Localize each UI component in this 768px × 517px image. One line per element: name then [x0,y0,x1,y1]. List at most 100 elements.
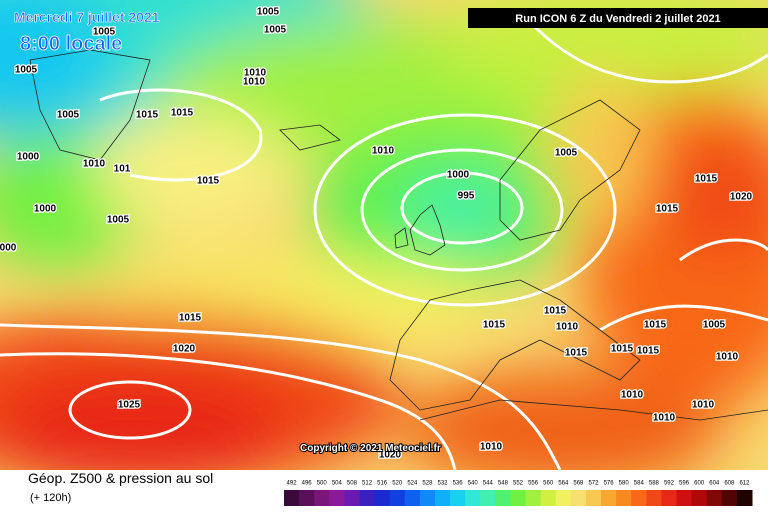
colorbar-label: 612 [739,481,750,487]
colorbar-swatch [525,490,542,506]
isobar-label: 1005 [257,7,280,18]
colorbar-label: 528 [422,481,433,487]
isobar-label: 1020 [730,192,753,203]
colorbar-swatch [706,490,723,506]
run-info: Run ICON 6 Z du Vendredi 2 juillet 2021 [515,13,720,25]
isobar-label: 1010 [692,400,715,411]
isobar-label: 1000 [447,170,470,181]
colorbar-swatch [465,490,481,506]
isobar-label: 1010 [372,146,395,157]
colorbar-swatch [631,490,647,506]
colorbar-swatch [419,490,436,506]
colorbar-label: 576 [604,481,615,487]
isobar-label: 1015 [179,313,202,324]
colorbar-label: 592 [664,481,675,487]
colorbar-label: 552 [513,481,524,487]
isobar-label: 1015 [611,344,634,355]
colorbar-swatch [434,490,451,506]
isobar-label: 1015 [695,174,718,185]
colorbar-swatch [359,490,376,506]
isobar-label: 1015 [171,108,194,119]
colorbar-swatch [299,490,315,506]
isobar-label: 1000 [34,204,57,215]
isobar-label: 1020 [173,344,196,355]
isobar-label: 1025 [118,400,141,411]
coastlines [29,49,768,421]
colorbar-swatch [676,490,693,506]
colorbar-swatch [450,490,466,506]
isobar-label: 1015 [136,110,159,121]
colorbar-label: 568 [573,481,584,487]
valid-date: Mercredi 7 juillet 2021 [14,9,160,25]
colorbar-label: 572 [588,481,599,487]
colorbar-swatch [736,490,753,506]
colorbar-label: 540 [468,481,479,487]
isobar-label: 995 [458,191,475,202]
colorbar-label: 512 [362,481,373,487]
isobar-label: 1015 [637,346,660,357]
isobar-label: 101 [114,164,131,175]
colorbar-swatch [721,490,738,506]
colorbar-label: 604 [709,481,720,487]
colorbar-swatch [601,490,617,506]
isobar-label: 1015 [197,176,220,187]
colorbar-label: 600 [694,481,705,487]
isobar-label: 1010 [83,159,106,170]
colorbar-label: 556 [528,481,539,487]
isobar-label: 1010 [244,68,267,79]
isobar-label: 1010 [243,77,266,88]
colorbar-label: 580 [619,481,630,487]
colorbar-label: 536 [453,481,464,487]
colorbar-label: 588 [649,481,660,487]
isobar-label: 1005 [264,25,287,36]
colorbar-label: 500 [317,481,328,487]
colorbar-label: 504 [332,481,343,487]
colorbar-label: 544 [483,481,494,487]
legend-title: Géop. Z500 & pression au sol [28,470,213,486]
colorbar-label: 524 [407,481,418,487]
isobar-label: 1010 [716,352,739,363]
colorbar-swatch [616,490,632,506]
isobar-label: 1005 [555,148,578,159]
isobar-label: 1015 [644,320,667,331]
colorbar-label: 496 [302,481,313,487]
colorbar-swatch [570,490,587,506]
colorbar-swatch [661,490,678,506]
valid-time: 8:00 locale [20,33,122,55]
colorbar-label: 548 [498,481,509,487]
colorbar-swatch [344,490,360,506]
isobar-label: 1015 [565,348,588,359]
colorbar-swatch [646,490,662,506]
isobar-lines [0,9,768,470]
colorbar-swatch [495,490,511,506]
isobar-label: 1015 [656,204,679,215]
colorbar-swatch [404,490,421,506]
colorbar-swatch [585,490,602,506]
isobar-label: 1020 [379,450,402,461]
isobar-label: 1010 [556,322,579,333]
isobar-label: 1005 [107,215,130,226]
colorbar-label: 596 [679,481,690,487]
colorbar-swatch [691,490,708,506]
colorbar-label: 584 [634,481,645,487]
isobar-label: 1015 [483,320,506,331]
isobar-label: 1005 [57,110,80,121]
colorbar-swatch [480,490,496,506]
isobar-label: 1010 [653,413,676,424]
colorbar-label: 532 [438,481,449,487]
isobar-label: 1010 [621,390,644,401]
copyright: Copyright © 2021 Meteociel.fr [300,443,441,454]
colorbar-swatch [329,490,345,506]
colorbar-swatch [284,490,300,506]
colorbar-label: 508 [347,481,358,487]
colorbar-label: 520 [392,481,403,487]
colorbar-swatch [510,490,527,506]
colorbar-swatch [374,490,391,506]
colorbar-label: 608 [724,481,735,487]
isobar-label: 000 [0,243,17,254]
colorbar-swatch [314,490,330,506]
isobar-label: 1005 [15,65,38,76]
